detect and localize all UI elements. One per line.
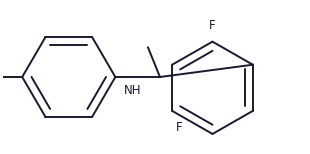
Text: NH: NH [124,84,141,97]
Text: F: F [209,19,216,32]
Text: F: F [176,121,183,134]
